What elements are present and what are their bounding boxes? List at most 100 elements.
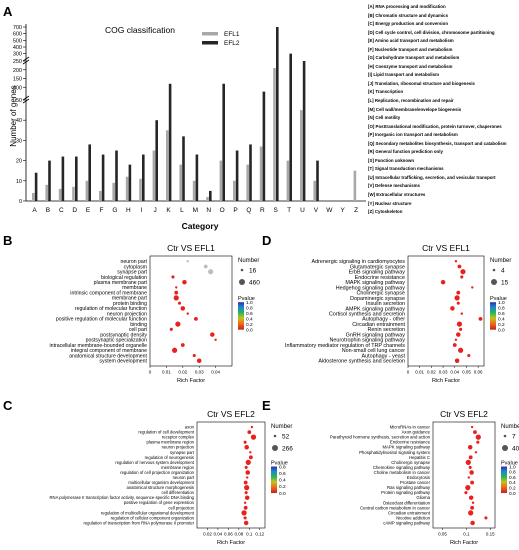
dot-plot-point — [471, 286, 474, 289]
dot-plot-term-label: Adrenergic signaling in cardiomyocytes — [312, 259, 406, 265]
dot-plot-term-label: neuron part — [173, 475, 195, 480]
dot-plot-point — [456, 321, 463, 327]
dot-plot-x-tick-label: 0 — [149, 370, 152, 375]
dot-plot-point — [467, 353, 471, 358]
cog-bar-efl2 — [289, 53, 292, 201]
cog-bar-efl1 — [179, 164, 182, 201]
cog-bar-efl1 — [45, 184, 48, 201]
cog-description-item: [V] Defense mechanisms — [368, 183, 420, 189]
cog-category-description-list: [A] RNA processing and modification [B] C… — [368, 3, 519, 217]
dot-plot-term-label: Central carbon metabolism in cancer — [360, 505, 431, 510]
size-legend-label-small: 52 — [282, 434, 290, 441]
size-legend-dot-small — [492, 268, 496, 272]
pvalue-legend-tick: 0.4 — [498, 317, 505, 323]
pvalue-legend-tick: 0.2 — [246, 322, 253, 328]
dot-plot-point — [484, 516, 488, 520]
dot-plot-term-label: neuron part — [120, 259, 147, 265]
cog-description-item: [N] Cell motility — [368, 115, 401, 121]
dot-plot-x-tick-label: 0.02 — [203, 532, 212, 537]
dot-plot-term-label: Autophagy - yeast — [362, 353, 406, 359]
cog-description-item: [L] Replication, recombination and repai… — [368, 98, 454, 104]
dot-plot-term-label: neuron projection — [162, 445, 195, 450]
cog-description-item: [Z] Cytoskeleton — [368, 209, 403, 215]
dot-plot-point — [247, 430, 252, 434]
dot-plot-term-label: Circadian entrainment — [388, 510, 431, 515]
dot-plot-point — [456, 301, 460, 305]
cog-bar-efl2 — [128, 164, 132, 201]
dot-plot-point — [243, 520, 249, 526]
dot-plot-point — [454, 260, 458, 263]
dot-plot-point — [175, 321, 181, 327]
cog-y-tick-label: 600 — [13, 32, 22, 38]
cog-bar-efl2 — [262, 91, 266, 201]
cog-bar-efl1 — [206, 196, 209, 201]
dot-plot-term-label: regulation of cellular component organiz… — [111, 515, 195, 520]
dot-plot-point — [250, 434, 257, 440]
cog-bar-efl2 — [222, 83, 225, 201]
dot-plot-point — [454, 358, 460, 364]
cog-description-item: [C] Energy production and conversion — [368, 21, 449, 27]
cog-description-item: [R] General function prediction only — [368, 149, 443, 155]
cog-description-item: [P] Inorganic ion transport and metaboli… — [368, 132, 458, 138]
cog-bar-efl1 — [233, 180, 236, 201]
cog-description-item: [Q] Secondary metabolites biosynthesis, … — [368, 140, 507, 146]
dot-plot-point — [246, 476, 249, 479]
dot-plot-point — [250, 425, 254, 429]
dot-plot-term-label: MicroRNAs in cancer — [390, 425, 431, 430]
dot-plot-term-label: regulation of cell projection organizati… — [120, 470, 194, 475]
cog-description-item: [O] Posttranslational modification, prot… — [368, 123, 502, 129]
dot-plot-term-label: Renin secretion — [368, 327, 405, 333]
dot-plot-term-label: cAMP signaling pathway — [383, 520, 431, 525]
dot-plot-term-label: Insulin secretion — [366, 301, 405, 307]
dot-plot-x-tick-label: 0 — [407, 370, 410, 375]
cog-bar-efl1 — [85, 180, 89, 201]
dot-plot-term-label: postsynaptic specialization — [86, 338, 148, 344]
dot-plot-point — [471, 501, 475, 504]
dot-plot-term-label: positive regulation of molecular functio… — [56, 317, 147, 323]
panel-label-d: D — [262, 233, 271, 248]
dot-plot-term-label: synapse part — [170, 450, 195, 455]
dot-plot-title: Ctr VS EFL2 — [207, 409, 255, 419]
cog-description-item: [T] Signal transduction mechanisms — [368, 166, 444, 172]
dot-plot-point — [476, 440, 480, 444]
dot-plot-term-label: GnRH signaling pathway — [346, 332, 406, 338]
dot-plot-area — [196, 421, 266, 529]
legend-swatch-efl2 — [202, 41, 218, 45]
dot-plot-term-label: axon — [185, 425, 195, 430]
dot-plot-point — [210, 332, 215, 337]
size-legend-label-large: 460 — [249, 280, 260, 287]
dot-plot-term-label: MAPK signaling pathway — [345, 280, 405, 286]
pvalue-legend-tick: 0.2 — [279, 484, 286, 490]
dot-plot-point — [244, 485, 250, 491]
cog-description-item: [D] Cell cycle control, cell division, c… — [368, 29, 495, 35]
cog-bar-efl2 — [182, 136, 185, 201]
dot-plot-point — [180, 343, 185, 347]
dot-plot-point — [454, 295, 460, 301]
dot-plot-term-label: membrane region — [161, 465, 194, 470]
dot-plot-point — [186, 260, 189, 263]
cog-x-tick-label: G — [112, 207, 117, 214]
pvalue-legend-tick: 0.0 — [246, 328, 253, 334]
dot-plot-term-label: cytoplasm — [124, 264, 147, 270]
dot-plot-term-label: Cholinergic synapse — [356, 291, 405, 297]
dot-plot-point — [468, 455, 473, 460]
size-legend-dot-large — [491, 279, 497, 285]
cog-bar-efl1 — [139, 178, 142, 201]
cog-bar-efl2 — [316, 160, 319, 201]
size-legend-title: Number — [490, 258, 511, 264]
cog-description-item: [U] Intracellular trafficking, secretion… — [368, 174, 496, 180]
cog-x-tick-label: C — [59, 207, 64, 214]
cog-bar-efl1 — [286, 160, 290, 201]
dot-plot-x-tick-label: 0.04 — [214, 532, 223, 537]
size-legend-title: Number — [271, 424, 292, 430]
pvalue-legend-tick: 1.0 — [498, 300, 505, 306]
pvalue-legend-tick: 0.2 — [498, 322, 505, 328]
dot-plot-term-label: Glutamatergic synapse — [350, 264, 405, 270]
dot-plot-point — [171, 275, 175, 279]
dot-plot-point — [464, 491, 468, 495]
cog-bar-efl1 — [259, 146, 263, 201]
dot-plot-term-label: Hedgehog signaling pathway — [336, 285, 406, 291]
panel-label-e: E — [262, 398, 271, 413]
